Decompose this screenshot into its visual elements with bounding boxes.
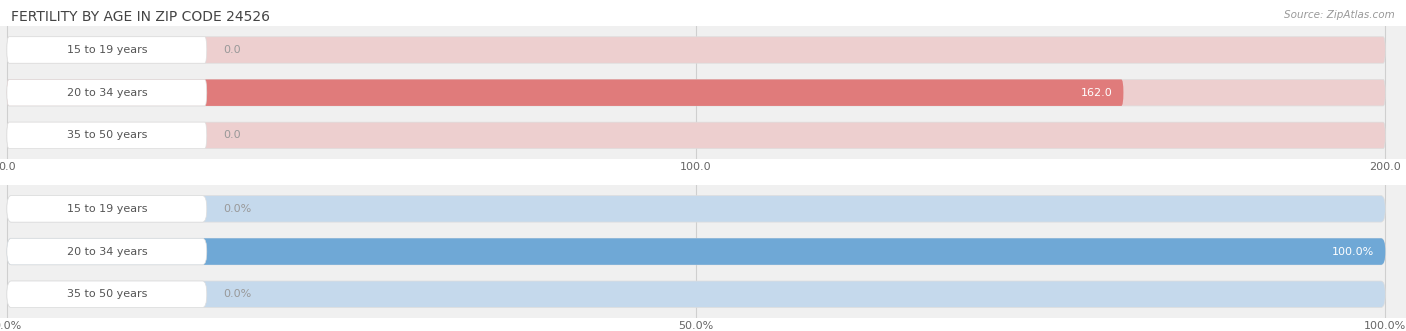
FancyBboxPatch shape <box>7 281 207 307</box>
Text: 0.0%: 0.0% <box>224 289 252 299</box>
Text: 0.0%: 0.0% <box>224 204 252 214</box>
FancyBboxPatch shape <box>7 281 1385 307</box>
Text: 100.0%: 100.0% <box>1331 247 1374 257</box>
FancyBboxPatch shape <box>7 79 1385 106</box>
Text: 15 to 19 years: 15 to 19 years <box>66 45 148 55</box>
FancyBboxPatch shape <box>7 79 207 106</box>
FancyBboxPatch shape <box>7 122 207 149</box>
Text: 15 to 19 years: 15 to 19 years <box>66 204 148 214</box>
FancyBboxPatch shape <box>7 238 1385 265</box>
FancyBboxPatch shape <box>7 79 1123 106</box>
Text: Source: ZipAtlas.com: Source: ZipAtlas.com <box>1284 10 1395 20</box>
Text: FERTILITY BY AGE IN ZIP CODE 24526: FERTILITY BY AGE IN ZIP CODE 24526 <box>11 10 270 24</box>
FancyBboxPatch shape <box>7 196 1385 222</box>
FancyBboxPatch shape <box>7 37 207 63</box>
Text: 35 to 50 years: 35 to 50 years <box>66 130 148 140</box>
FancyBboxPatch shape <box>7 238 1385 265</box>
Text: 35 to 50 years: 35 to 50 years <box>66 289 148 299</box>
FancyBboxPatch shape <box>7 238 207 265</box>
Text: 162.0: 162.0 <box>1081 88 1112 98</box>
FancyBboxPatch shape <box>7 37 1385 63</box>
FancyBboxPatch shape <box>7 122 1385 149</box>
Text: 0.0: 0.0 <box>224 130 240 140</box>
Text: 20 to 34 years: 20 to 34 years <box>66 88 148 98</box>
FancyBboxPatch shape <box>7 196 207 222</box>
Text: 20 to 34 years: 20 to 34 years <box>66 247 148 257</box>
Text: 0.0: 0.0 <box>224 45 240 55</box>
